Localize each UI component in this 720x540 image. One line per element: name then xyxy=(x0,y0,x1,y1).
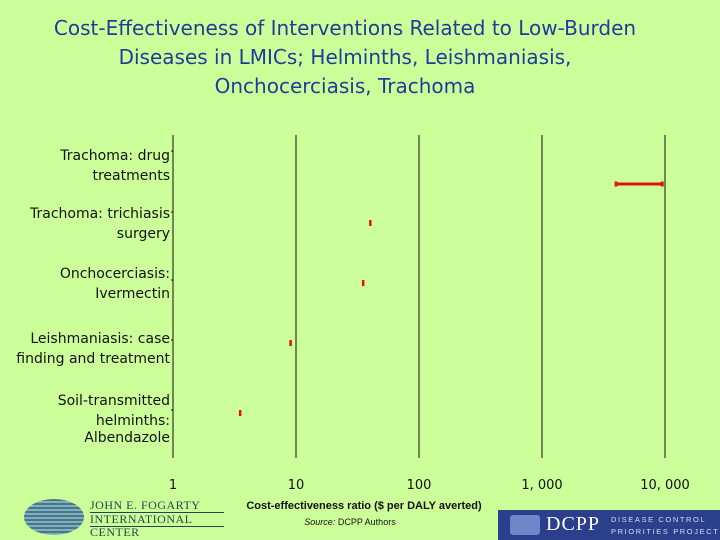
dcpp-subtitle-2: PRIORITIES PROJECT xyxy=(611,527,720,536)
category-label: Onchocerciasis: Ivermectin xyxy=(60,266,170,302)
range-point xyxy=(361,280,365,286)
dcpp-subtitle-1: DISEASE CONTROL xyxy=(611,515,707,524)
range-min-marker xyxy=(614,181,618,187)
x-tick-label: 10 xyxy=(288,478,305,493)
fogarty-logo: JOHN E. FOGARTY INTERNATIONAL CENTER xyxy=(24,497,224,539)
category-label: Trachoma: drug treatments xyxy=(59,148,170,184)
dcpp-logo: DCPP DISEASE CONTROL PRIORITIES PROJECT xyxy=(498,510,720,540)
source-text: DCPP Authors xyxy=(337,517,396,527)
globe-icon xyxy=(24,499,84,535)
title-line-2: Diseases in LMICs; Helminths, Leishmania… xyxy=(118,45,572,69)
range-max-marker xyxy=(660,181,664,187)
title-line-1: Cost-Effectiveness of Interventions Rela… xyxy=(53,16,637,40)
category-label: Soil-transmitted helminths: Albendazole xyxy=(58,393,170,446)
x-axis-label: Cost-effectiveness ratio ($ per DALY ave… xyxy=(246,500,482,512)
category-label: Trachoma: trichiasis surgery xyxy=(29,206,170,242)
category-label: Leishmaniasis: case finding and treatment xyxy=(16,331,170,367)
range-point xyxy=(238,410,242,416)
fogarty-line-3: CENTER xyxy=(90,525,140,539)
fogarty-line-1: JOHN E. FOGARTY xyxy=(90,498,201,512)
range-point xyxy=(289,340,292,346)
dcpp-name: DCPP xyxy=(546,513,601,535)
x-tick-label: 1 xyxy=(169,478,177,493)
fogarty-line-2: INTERNATIONAL xyxy=(90,512,193,526)
world-map-icon xyxy=(510,515,540,535)
source-note: Source: DCPP Authors xyxy=(230,517,470,527)
source-label: Source: xyxy=(304,517,336,527)
x-tick-label: 1, 000 xyxy=(521,478,562,493)
title-line-3: Onchocerciasis, Trachoma xyxy=(214,74,476,98)
chart-title: Cost-Effectiveness of Interventions Rela… xyxy=(0,14,690,101)
range-point xyxy=(369,220,372,226)
x-tick-label: 10, 000 xyxy=(640,478,690,493)
x-tick-label: 100 xyxy=(407,478,432,493)
